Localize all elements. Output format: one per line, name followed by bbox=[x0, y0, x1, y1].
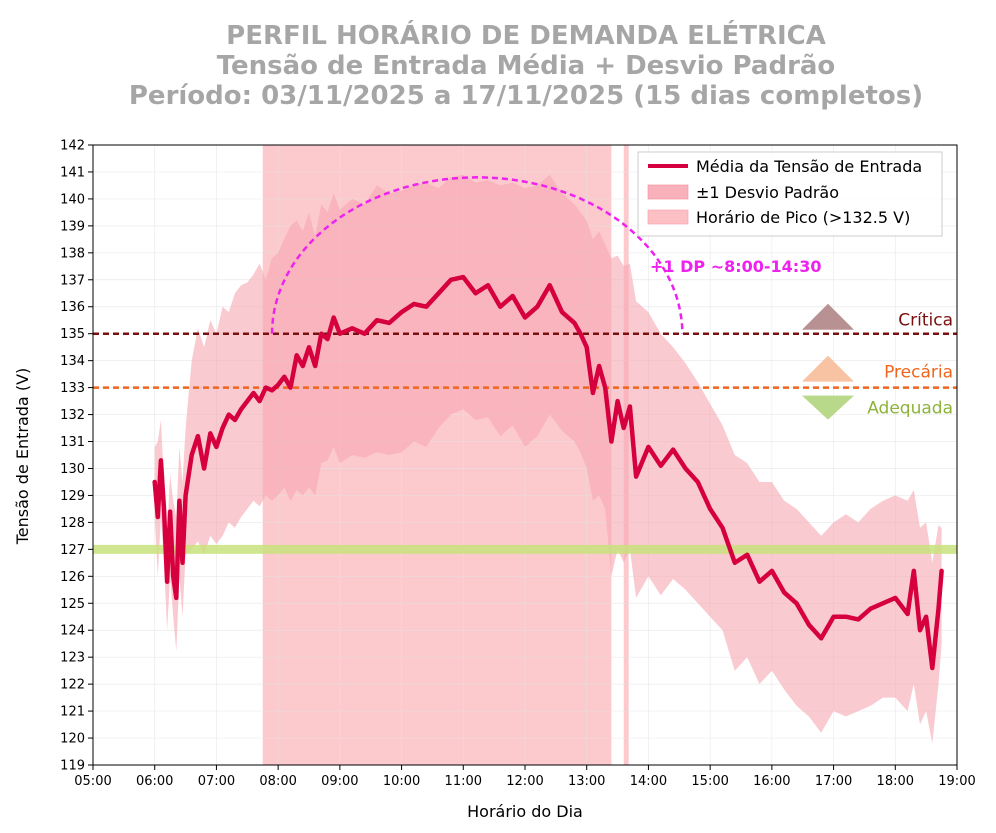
annotation: +1 DP ~8:00-14:30 Crítica Precária Adequada bbox=[270, 176, 953, 420]
y-tick-label-20: 139 bbox=[60, 219, 85, 234]
x-tick-label-4: 09:00 bbox=[321, 774, 358, 789]
x-tick-label-13: 18:00 bbox=[877, 774, 914, 789]
y-tick-label-21: 140 bbox=[60, 192, 85, 207]
x-tick-label-3: 08:00 bbox=[259, 774, 296, 789]
y-tick-label-5: 124 bbox=[60, 624, 85, 639]
y-tick-label-23: 142 bbox=[60, 139, 85, 154]
mean-voltage-line bbox=[152, 274, 944, 671]
y-tick-label-9: 128 bbox=[60, 516, 85, 531]
y-tick-label-19: 138 bbox=[60, 246, 85, 261]
x-axis-label: Horário do Dia bbox=[467, 802, 583, 821]
y-axis-label: Tensão de Entrada (V) bbox=[13, 368, 32, 546]
y-tick-label-7: 126 bbox=[60, 570, 85, 585]
y-tick-label-0: 119 bbox=[60, 759, 85, 774]
y-tick-label-1: 120 bbox=[60, 732, 85, 747]
x-tick-label-7: 12:00 bbox=[506, 774, 543, 789]
y-tick-label-15: 134 bbox=[60, 354, 85, 369]
y-tick-label-2: 121 bbox=[60, 705, 85, 720]
x-tick-label-10: 15:00 bbox=[691, 774, 728, 789]
x-tick-label-11: 16:00 bbox=[753, 774, 790, 789]
std-dev-arc bbox=[270, 176, 684, 334]
y-tick-label-17: 136 bbox=[60, 300, 85, 315]
legend-band-swatch bbox=[647, 184, 689, 200]
y-tick-label-8: 127 bbox=[60, 543, 85, 558]
x-tick-label-9: 14:00 bbox=[630, 774, 667, 789]
y-tick-label-14: 133 bbox=[60, 381, 85, 396]
x-tick-label-14: 19:00 bbox=[938, 774, 975, 789]
legend-band-label: ±1 Desvio Padrão bbox=[696, 183, 839, 202]
y-tick-label-6: 125 bbox=[60, 597, 85, 612]
y-tick-label-22: 141 bbox=[60, 165, 85, 180]
x-tick-label-5: 10:00 bbox=[383, 774, 420, 789]
y-tick-label-12: 131 bbox=[60, 435, 85, 450]
zone-arrow-1 bbox=[802, 355, 854, 382]
y-tick-label-10: 129 bbox=[60, 489, 85, 504]
axes: 05:00 06:00 07:00 08:00 09:00 10:00 11:00 12:00… bbox=[60, 139, 976, 790]
std-dev-band bbox=[154, 174, 942, 744]
y-tick-label-13: 132 bbox=[60, 408, 85, 423]
legend-peak-swatch bbox=[647, 209, 689, 225]
chart-title-line3: Período: 03/11/2025 a 17/11/2025 (15 dia… bbox=[129, 81, 923, 111]
legend-mean-label: Média da Tensão de Entrada bbox=[696, 157, 922, 176]
x-tick-label-2: 07:00 bbox=[198, 774, 235, 789]
y-tick-label-3: 122 bbox=[60, 678, 85, 693]
y-tick-label-16: 135 bbox=[60, 327, 85, 342]
zone-label-1: Precária bbox=[884, 363, 953, 383]
x-tick-label-1: 06:00 bbox=[136, 774, 173, 789]
zone-arrow-2 bbox=[802, 395, 854, 420]
zone-label-0: Crítica bbox=[898, 311, 953, 331]
y-tick-label-18: 137 bbox=[60, 273, 85, 288]
mean-voltage-series bbox=[152, 274, 944, 671]
x-tick-label-0: 05:00 bbox=[74, 774, 111, 789]
y-tick-label-11: 130 bbox=[60, 462, 85, 477]
chart-title-line2: Tensão de Entrada Média + Desvio Padrão bbox=[217, 51, 836, 81]
y-tick-label-4: 123 bbox=[60, 651, 85, 666]
std-dev-band-area bbox=[154, 174, 942, 744]
legend-peak-label: Horário de Pico (>132.5 V) bbox=[696, 208, 910, 227]
legend: Média da Tensão de Entrada ±1 Desvio Pad… bbox=[637, 151, 943, 237]
annotation-label: +1 DP ~8:00-14:30 bbox=[650, 257, 821, 276]
x-tick-label-6: 11:00 bbox=[445, 774, 482, 789]
x-tick-label-12: 17:00 bbox=[815, 774, 852, 789]
legend-frame bbox=[637, 151, 943, 237]
x-tick-label-8: 13:00 bbox=[568, 774, 605, 789]
zone-label-2: Adequada bbox=[867, 399, 953, 419]
zone-arrow-0 bbox=[802, 303, 854, 330]
reference-lines bbox=[93, 332, 957, 554]
chart-title-line1: PERFIL HORÁRIO DE DEMANDA ELÉTRICA bbox=[226, 19, 826, 51]
